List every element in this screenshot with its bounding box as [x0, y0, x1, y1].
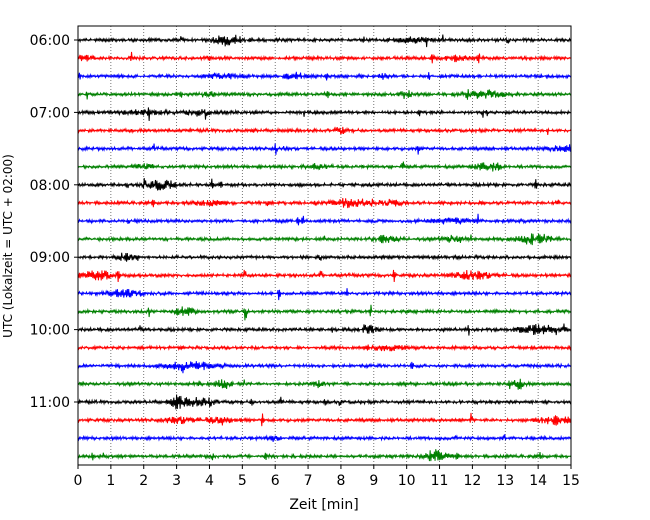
seismogram-traces	[77, 34, 572, 462]
x-tick-label: 13	[496, 473, 514, 489]
seismogram-trace	[77, 394, 572, 410]
seismogram-trace	[77, 178, 572, 191]
y-axis: 06:00 07:00 08:00 09:00 10:00 11:00	[30, 33, 78, 411]
seismogram-trace	[77, 89, 572, 100]
x-axis: 0 1 2 3 4 5 6 7 8 9 10 11 12 13 14 15	[74, 465, 580, 489]
y-tick-label: 07:00	[30, 105, 70, 121]
x-tick-label: 4	[205, 473, 214, 489]
seismogram-trace	[77, 51, 572, 64]
x-tick-label: 5	[238, 473, 247, 489]
y-tick-label: 08:00	[30, 178, 70, 194]
x-tick-label: 3	[172, 473, 181, 489]
x-tick-label: 10	[398, 473, 416, 489]
seismogram-trace	[77, 412, 572, 427]
seismogram-trace	[77, 107, 572, 121]
x-tick-label: 9	[369, 473, 378, 489]
x-tick-label: 2	[139, 473, 148, 489]
plot-frame	[77, 25, 572, 466]
y-tick-label: 09:00	[30, 250, 70, 266]
seismogram-trace	[77, 361, 572, 374]
x-tick-label: 14	[529, 473, 547, 489]
x-tick-label: 12	[463, 473, 481, 489]
seismogram-trace	[77, 197, 572, 209]
seismogram-trace	[77, 126, 572, 135]
x-grid	[110, 26, 539, 465]
x-tick-label: 0	[74, 473, 83, 489]
x-tick-label: 11	[431, 473, 449, 489]
x-tick-label: 15	[562, 473, 580, 489]
x-tick-label: 7	[304, 473, 313, 489]
x-axis-label: Zeit [min]	[289, 497, 358, 513]
seismogram-trace	[77, 161, 572, 172]
seismogram-trace	[77, 434, 572, 442]
y-tick-label: 11:00	[30, 395, 70, 411]
x-tick-label: 8	[336, 473, 345, 489]
y-tick-label: 06:00	[30, 33, 70, 49]
seismogram-trace	[77, 34, 572, 48]
seismogram-trace	[77, 304, 572, 321]
seismogram-trace	[77, 71, 572, 81]
seismogram-trace	[77, 143, 572, 155]
seismogram-trace	[77, 213, 572, 226]
y-axis-label: UTC (Lokalzeit = UTC + 02:00)	[1, 154, 15, 338]
seismogram-trace	[77, 252, 572, 262]
y-tick-label: 10:00	[30, 323, 70, 339]
x-tick-label: 6	[271, 473, 280, 489]
seismogram-trace	[77, 378, 572, 390]
x-tick-label: 1	[106, 473, 115, 489]
seismogram-trace	[77, 269, 572, 283]
seismogram-trace	[77, 449, 572, 462]
seismogram-trace	[77, 288, 572, 301]
seismogram-trace	[77, 344, 572, 352]
seismogram-trace	[77, 323, 572, 336]
seismogram-trace	[77, 233, 572, 246]
